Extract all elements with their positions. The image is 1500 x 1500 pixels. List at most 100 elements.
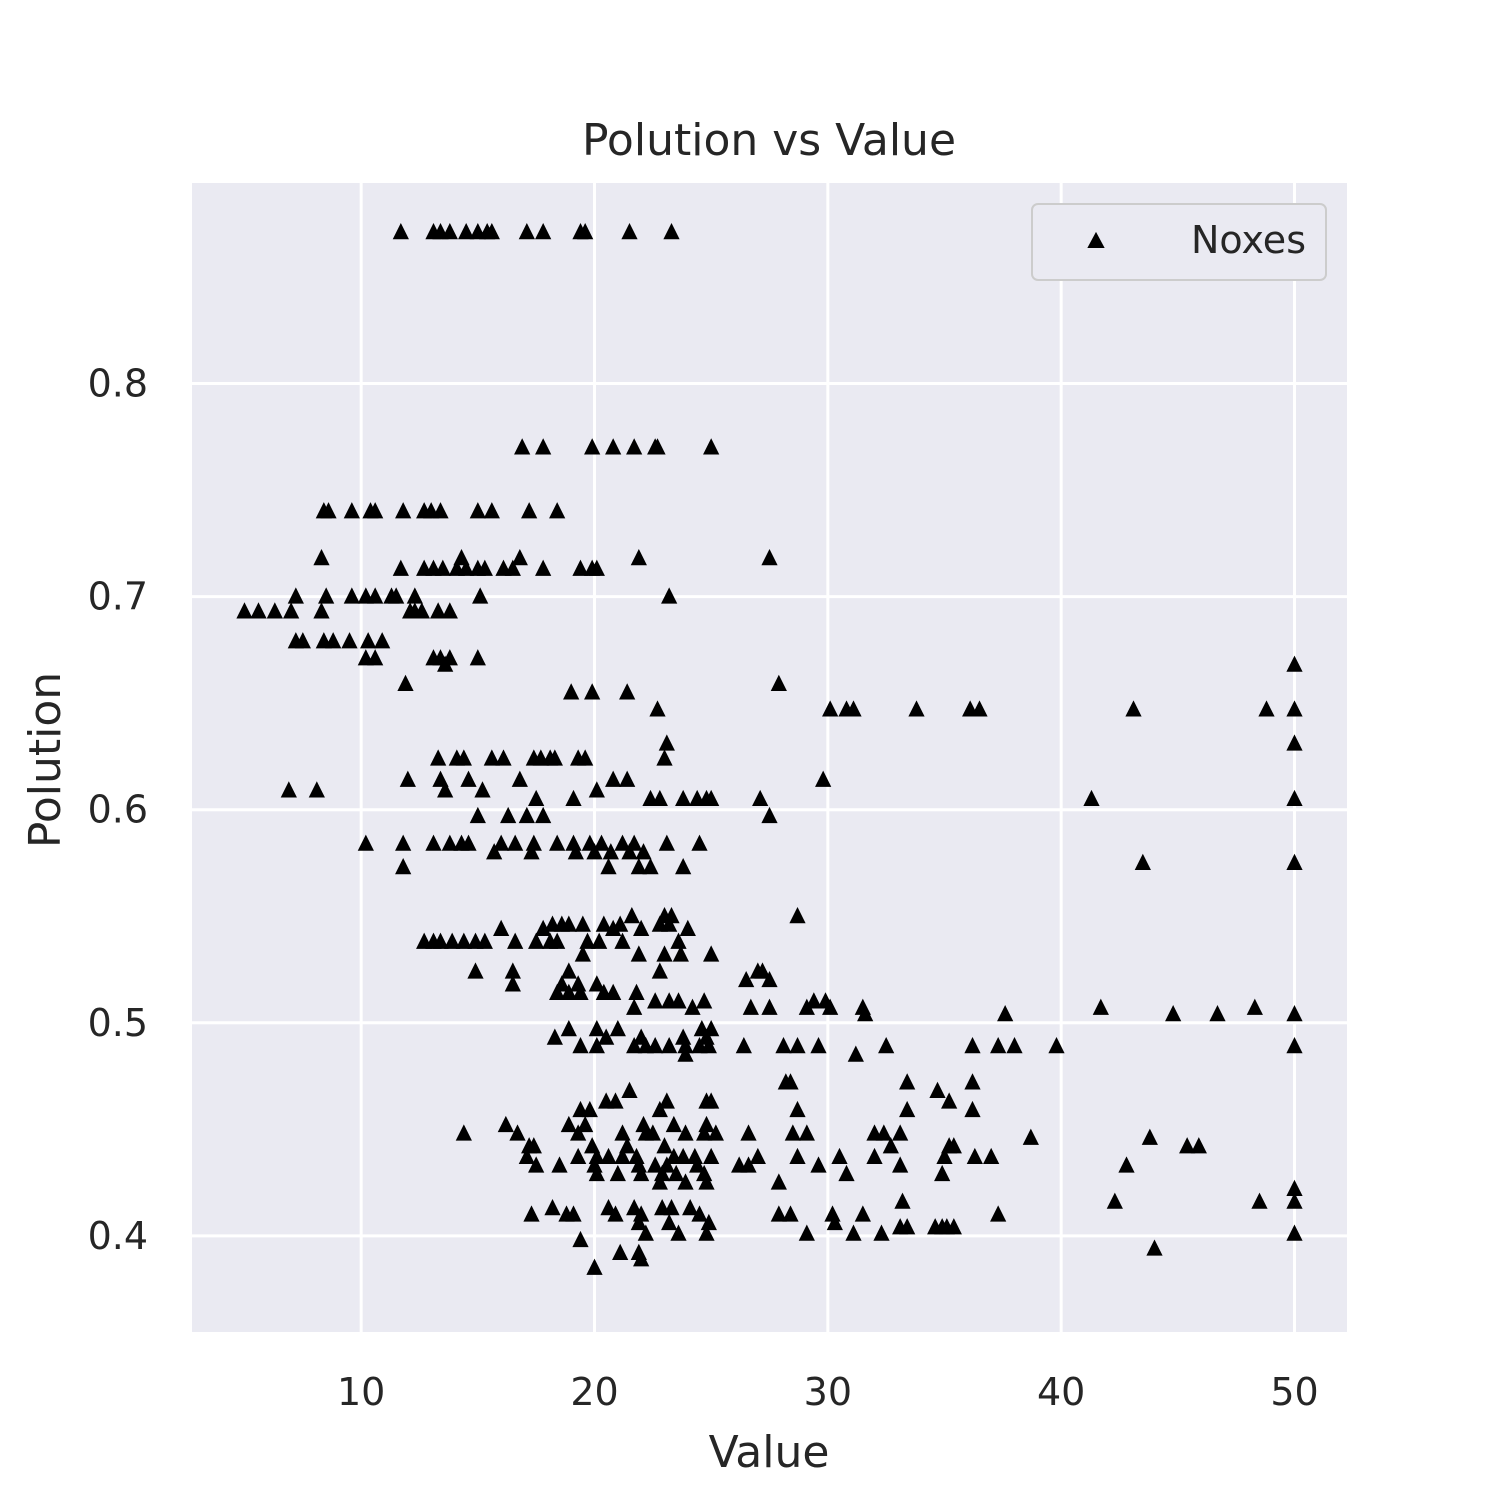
data-point [600,1147,617,1165]
data-point [684,998,701,1015]
data-point [626,1198,643,1216]
data-point [698,1173,715,1190]
data-point [619,770,636,787]
data-point [497,1115,514,1133]
data-point [635,843,652,860]
data-point [584,438,601,455]
data-point [682,1198,699,1216]
data-point [1092,998,1109,1015]
data-point [549,502,566,519]
data-point [782,1073,799,1090]
data-point [899,1073,916,1090]
data-point [619,1137,636,1154]
data-point [614,834,631,851]
data-point [866,1124,883,1141]
data-point [600,858,617,875]
data-point [511,770,528,787]
data-point [810,1156,827,1173]
data-point [822,998,839,1015]
data-point [483,749,500,766]
data-points [236,222,1303,1275]
data-point [689,789,706,807]
data-point [574,945,591,962]
data-point [432,222,449,240]
data-point [945,1218,962,1235]
data-point [1165,1005,1182,1022]
data-point [441,834,458,851]
legend-marker-triangle [1087,231,1105,248]
data-point [630,945,647,962]
data-point [656,945,673,962]
data-point [1286,1005,1303,1022]
data-point [483,222,500,240]
data-point [406,602,423,619]
data-point [360,632,377,649]
data-point [866,1147,883,1165]
legend-label: Noxes [1191,218,1306,262]
data-point [665,1115,682,1133]
data-point [826,1213,843,1231]
data-point [934,1164,951,1182]
data-point [518,222,535,240]
data-point [651,1173,668,1190]
data-point [476,559,493,576]
data-point [1146,1239,1163,1256]
data-point [770,674,787,691]
data-point [665,1147,682,1165]
data-point [367,649,384,666]
data-point [649,438,666,455]
data-point [535,222,552,240]
data-point [668,1164,685,1182]
data-point [586,1258,603,1275]
legend-box [1031,203,1327,281]
data-point [623,907,640,924]
data-point [754,962,771,979]
y-tick-labels: 0.4 0.5 0.6 0.7 0.8 [88,362,148,1258]
data-point [990,1037,1007,1054]
data-point [549,932,566,949]
data-point [280,781,297,798]
data-point [476,932,493,949]
data-point [425,559,442,576]
y-tick-label: 0.4 [88,1214,148,1258]
data-point [343,587,360,604]
data-point [670,1224,687,1241]
data-point [1106,1192,1123,1209]
data-point [469,222,486,240]
data-point [511,549,528,566]
data-point [313,549,330,566]
data-point [936,1147,953,1165]
data-point [570,1147,587,1165]
data-point [679,919,696,937]
data-point [854,1205,871,1222]
data-point [437,781,454,798]
data-point [626,438,643,455]
data-point [691,1205,708,1222]
chart-title: Polution vs Value [582,115,956,166]
data-point [598,1028,615,1045]
data-point [798,1224,815,1241]
data-point [735,1037,752,1054]
data-point [1286,1037,1303,1054]
data-point [493,834,510,851]
data-point [535,806,552,824]
data-point [313,602,330,619]
data-point [535,559,552,576]
data-point [703,1092,720,1109]
data-point [367,587,384,604]
data-point [458,559,475,576]
data-point [528,789,545,807]
data-point [822,700,839,717]
grid-lines [192,183,1347,1332]
x-tick-label: 40 [1037,1370,1085,1414]
data-point [971,700,988,717]
data-point [563,683,580,700]
data-point [663,222,680,240]
data-point [964,1100,981,1118]
data-point [483,502,500,519]
data-point [630,858,647,875]
data-point [588,975,605,992]
data-point [658,1092,675,1109]
data-point [672,945,689,962]
data-point [642,858,659,875]
